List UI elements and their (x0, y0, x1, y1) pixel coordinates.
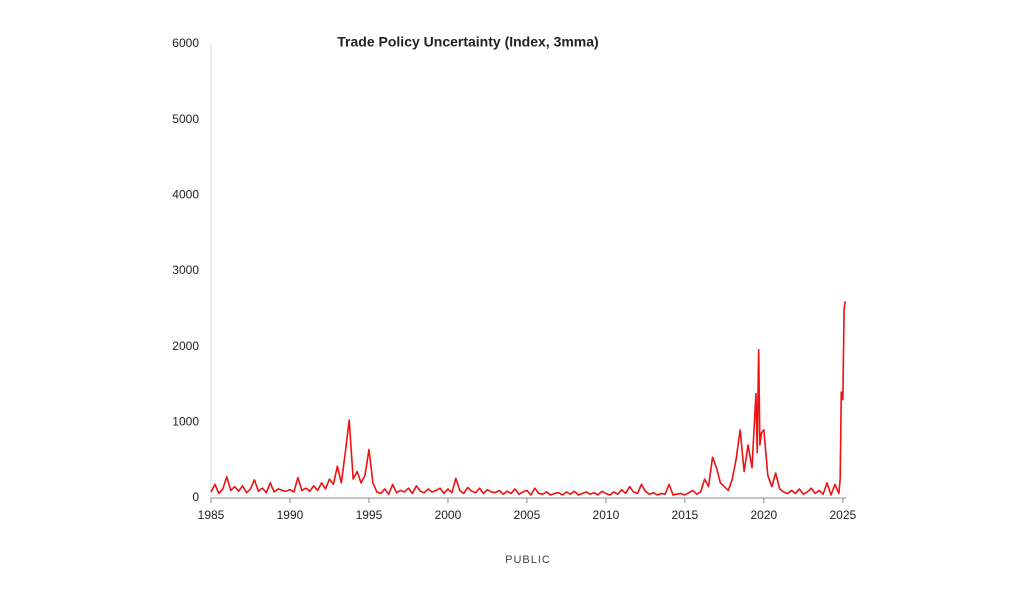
x-tick-label: 2010 (593, 508, 620, 522)
y-tick-label: 4000 (172, 188, 199, 202)
x-tick-label: 1995 (356, 508, 383, 522)
y-tick-label: 6000 (172, 36, 199, 50)
x-tick-label: 2020 (751, 508, 778, 522)
y-tick-label: 3000 (172, 263, 199, 277)
footer: PUBLIC (505, 554, 551, 566)
line (210, 301, 847, 496)
x-tick-label: 2025 (829, 508, 856, 522)
x-tick-label: 2000 (435, 508, 462, 522)
y-tick-label: 5000 (172, 112, 199, 126)
x-tick-label: 2015 (672, 508, 699, 522)
y-tick-label: 2000 (172, 339, 199, 353)
y-tick-label: 1000 (172, 415, 199, 429)
x-tick-label: 1990 (277, 508, 304, 522)
x-tick-label: 2005 (514, 508, 541, 522)
y-tick-label: 0 (192, 490, 199, 504)
x-tick-label: 1985 (198, 508, 225, 522)
chart-title: Trade Policy Uncertainty (Index, 3mma) (337, 34, 598, 50)
